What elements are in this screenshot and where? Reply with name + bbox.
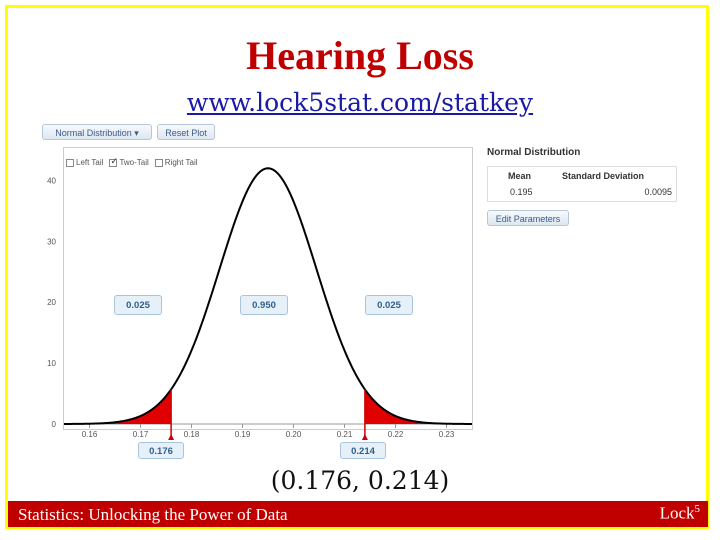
y-tick-label: 20	[47, 298, 56, 307]
footer-course-title: Statistics: Unlocking the Power of Data	[18, 505, 288, 524]
two-tail-checkbox[interactable]	[109, 156, 118, 167]
normal-distribution-chart: 0 10 20 30 40 0.16 0.17 0.18 0.19 0.20 0.21 0.22 0.2…	[47, 167, 472, 440]
y-tick-label: 40	[47, 176, 56, 185]
slide-title: Hearing Loss	[246, 33, 474, 78]
footer-author-name: Lock	[659, 503, 695, 523]
x-tick-label: 0.23	[439, 430, 455, 439]
left-tail-proportion-box[interactable]: 0.025	[114, 295, 162, 315]
x-tick-label: 0.18	[184, 430, 200, 439]
edit-parameters-button[interactable]: Edit Parameters	[487, 210, 569, 226]
parameters-table: Mean Standard Deviation 0.195 0.0095	[487, 166, 677, 202]
two-tail-label: Two-Tail	[119, 158, 149, 167]
chart-area	[63, 147, 473, 430]
x-tick-label: 0.17	[133, 430, 149, 439]
right-cutoff-marker	[361, 434, 368, 440]
left-cutoff-marker	[168, 434, 175, 440]
x-tick-label: 0.21	[337, 430, 353, 439]
distribution-dropdown[interactable]: Normal Distribution ▾	[42, 124, 152, 140]
footer-bar: Statistics: Unlocking the Power of Data …	[8, 501, 708, 527]
y-tick-label: 0	[52, 420, 57, 429]
distribution-dropdown-label: Normal Distribution	[55, 128, 132, 138]
middle-proportion-box[interactable]: 0.950	[240, 295, 288, 315]
sd-value: 0.0095	[644, 187, 672, 197]
footer-author: Lock5	[660, 503, 700, 524]
left-tail-label: Left Tail	[76, 158, 104, 167]
left-tail-checkbox[interactable]	[66, 158, 74, 167]
right-tail-label: Right Tail	[164, 158, 198, 167]
y-tick-label: 30	[47, 237, 56, 246]
mean-header: Mean	[508, 171, 532, 181]
y-tick-label: 10	[47, 359, 56, 368]
x-tick-label: 0.22	[388, 430, 404, 439]
normal-curve	[64, 167, 472, 425]
right-tail-proportion-box[interactable]: 0.025	[365, 295, 413, 315]
left-cutoff-box[interactable]: 0.176	[138, 442, 184, 459]
x-tick-label: 0.16	[82, 430, 98, 439]
chevron-down-icon: ▾	[134, 128, 139, 138]
confidence-interval-text: (0.176, 0.214)	[270, 466, 450, 495]
mean-value: 0.195	[510, 187, 533, 197]
right-cutoff-box[interactable]: 0.214	[340, 442, 386, 459]
reset-plot-button[interactable]: Reset Plot	[157, 124, 215, 140]
x-tick-label: 0.20	[286, 430, 302, 439]
left-tail-area	[64, 389, 172, 424]
distribution-panel-title: Normal Distribution	[487, 147, 581, 158]
right-tail-area	[364, 389, 472, 424]
tail-options: Left Tail Two-Tail Right Tail	[66, 156, 198, 167]
right-tail-checkbox[interactable]	[154, 158, 163, 167]
statkey-link[interactable]: www.lock5stat.com/statkey	[186, 88, 534, 117]
footer-author-sup: 5	[694, 503, 701, 515]
slide-frame	[5, 5, 709, 529]
x-tick-label: 0.19	[235, 430, 251, 439]
sd-header: Standard Deviation	[562, 171, 645, 181]
